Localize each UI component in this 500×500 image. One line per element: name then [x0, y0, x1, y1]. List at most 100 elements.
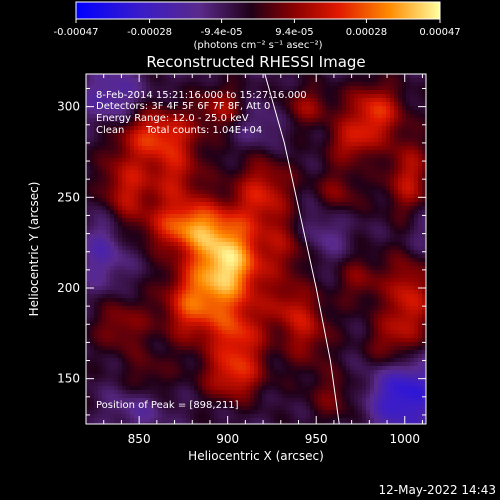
heatmap-cell	[414, 282, 419, 287]
heatmap-cell	[238, 290, 243, 295]
heatmap-cell	[222, 246, 227, 251]
heatmap-cell	[118, 198, 123, 203]
heatmap-cell	[178, 222, 183, 227]
heatmap-cell	[230, 246, 235, 251]
heatmap-cell	[202, 266, 207, 271]
heatmap-cell	[350, 266, 355, 271]
heatmap-cell	[174, 186, 179, 191]
heatmap-cell	[290, 290, 295, 295]
heatmap-cell	[346, 90, 351, 95]
heatmap-cell	[102, 174, 107, 179]
heatmap-cell	[162, 290, 167, 295]
heatmap-cell	[298, 202, 303, 207]
heatmap-cell	[234, 162, 239, 167]
heatmap-cell	[122, 138, 127, 143]
heatmap-cell	[286, 178, 291, 183]
heatmap-cell	[262, 294, 267, 299]
heatmap-cell	[250, 282, 255, 287]
heatmap-cell	[414, 214, 419, 219]
heatmap-cell	[242, 142, 247, 147]
heatmap-cell	[166, 138, 171, 143]
heatmap-cell	[298, 154, 303, 159]
heatmap-cell	[398, 78, 403, 83]
heatmap-cell	[286, 246, 291, 251]
heatmap-cell	[286, 86, 291, 91]
heatmap-cell	[94, 286, 99, 291]
heatmap-cell	[386, 214, 391, 219]
heatmap-cell	[358, 266, 363, 271]
heatmap-cell	[206, 198, 211, 203]
heatmap-cell	[310, 142, 315, 147]
heatmap-cell	[374, 142, 379, 147]
heatmap-cell	[350, 170, 355, 175]
heatmap-cell	[170, 294, 175, 299]
heatmap-cell	[106, 270, 111, 275]
heatmap-cell	[362, 218, 367, 223]
heatmap-cell	[282, 190, 287, 195]
heatmap-cell	[410, 274, 415, 279]
heatmap-cell	[262, 266, 267, 271]
heatmap-cell	[282, 174, 287, 179]
heatmap-cell	[354, 302, 359, 307]
heatmap-cell	[98, 254, 103, 259]
heatmap-cell	[322, 150, 327, 155]
heatmap-cell	[110, 82, 115, 87]
heatmap-cell	[118, 194, 123, 199]
heatmap-cell	[298, 74, 303, 79]
heatmap-cell	[170, 98, 175, 103]
heatmap-cell	[306, 278, 311, 283]
colorbar-tick-label: 0.00047	[419, 27, 460, 38]
heatmap-cell	[102, 298, 107, 303]
heatmap-cell	[370, 214, 375, 219]
heatmap-cell	[294, 138, 299, 143]
heatmap-cell	[306, 142, 311, 147]
heatmap-cell	[110, 166, 115, 171]
heatmap-cell	[286, 162, 291, 167]
heatmap-cell	[250, 230, 255, 235]
heatmap-cell	[166, 214, 171, 219]
heatmap-cell	[226, 234, 231, 239]
heatmap-cell	[350, 174, 355, 179]
heatmap-cell	[322, 186, 327, 191]
heatmap-cell	[122, 218, 127, 223]
heatmap-cell	[110, 266, 115, 271]
heatmap-cell	[362, 274, 367, 279]
heatmap-cell	[250, 166, 255, 171]
heatmap-cell	[146, 74, 151, 79]
heatmap-cell	[162, 234, 167, 239]
heatmap-cell	[414, 94, 419, 99]
heatmap-cell	[410, 182, 415, 187]
heatmap-cell	[114, 146, 119, 151]
heatmap-cell	[94, 134, 99, 139]
heatmap-cell	[410, 202, 415, 207]
heatmap-cell	[334, 146, 339, 151]
heatmap-cell	[294, 114, 299, 119]
heatmap-cell	[362, 250, 367, 255]
heatmap-cell	[190, 98, 195, 103]
heatmap-cell	[306, 146, 311, 151]
heatmap-cell	[194, 290, 199, 295]
heatmap-cell	[358, 110, 363, 115]
heatmap-cell	[106, 222, 111, 227]
heatmap-cell	[214, 282, 219, 287]
heatmap-cell	[306, 90, 311, 95]
heatmap-cell	[370, 246, 375, 251]
heatmap-cell	[278, 74, 283, 79]
heatmap-cell	[374, 170, 379, 175]
heatmap-cell	[398, 122, 403, 127]
heatmap-cell	[310, 158, 315, 163]
heatmap-cell	[370, 210, 375, 215]
heatmap-cell	[202, 142, 207, 147]
heatmap-cell	[194, 242, 199, 247]
heatmap-cell	[242, 246, 247, 251]
heatmap-cell	[310, 102, 315, 107]
heatmap-cell	[246, 178, 251, 183]
heatmap-cell	[246, 218, 251, 223]
heatmap-cell	[410, 226, 415, 231]
heatmap-cell	[154, 130, 159, 135]
heatmap-cell	[118, 282, 123, 287]
heatmap-cell	[358, 274, 363, 279]
heatmap-cell	[222, 98, 227, 103]
heatmap-cell	[234, 142, 239, 147]
heatmap-cell	[342, 258, 347, 263]
